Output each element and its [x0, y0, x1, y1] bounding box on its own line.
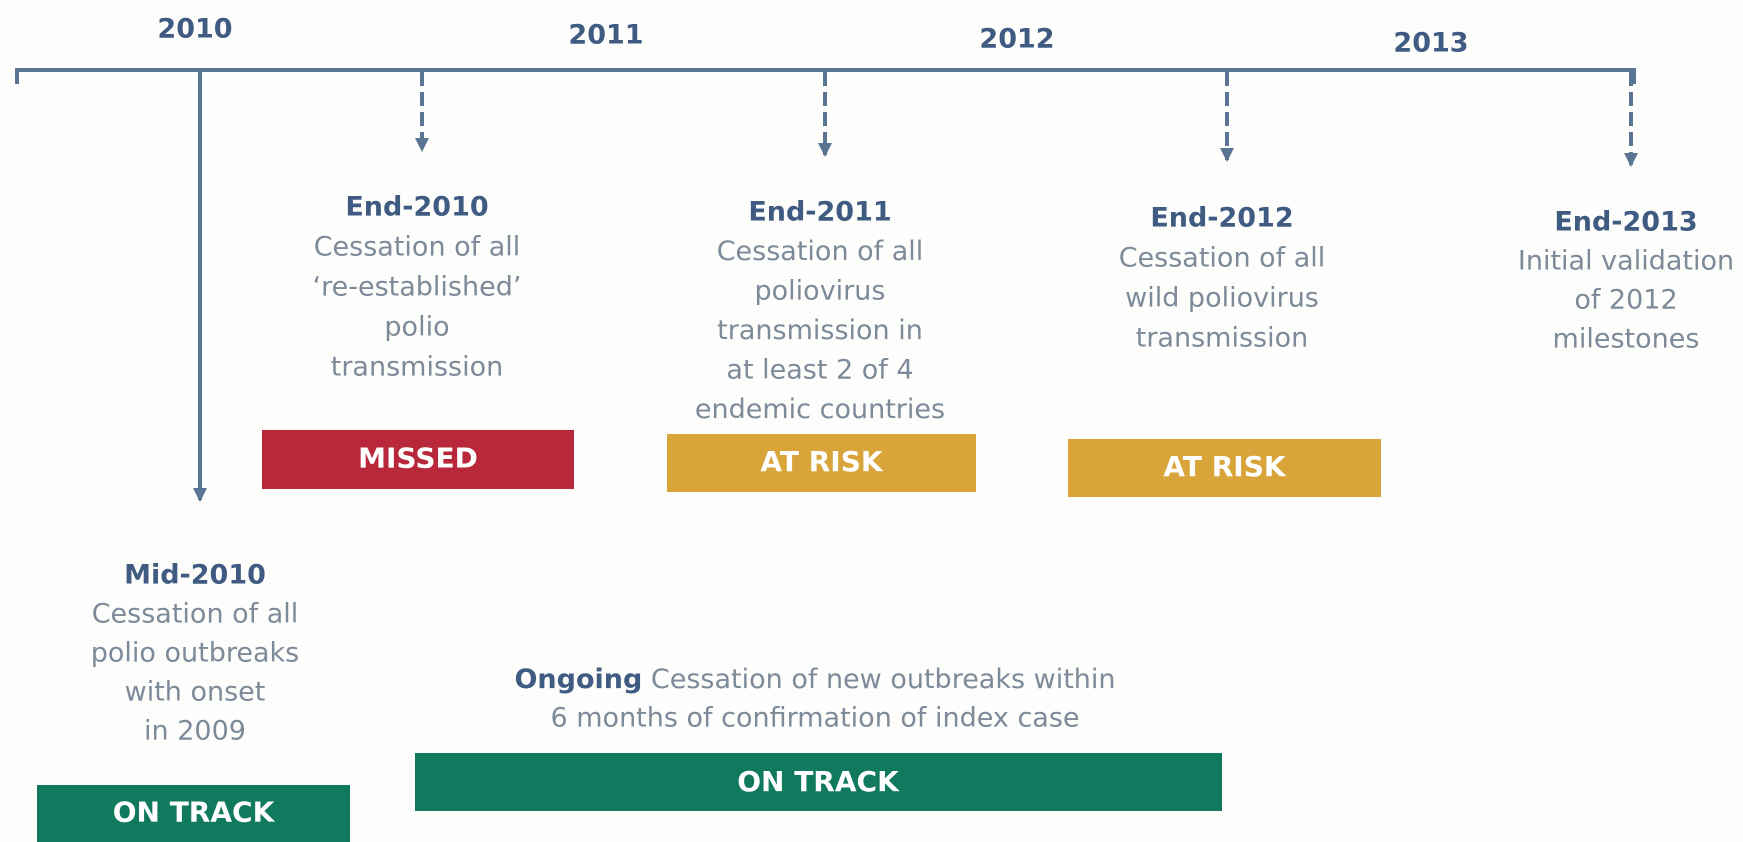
status-bar	[667, 434, 976, 492]
milestone-text: transmission	[331, 352, 503, 383]
milestone-title: End-2010	[345, 192, 488, 223]
ongoing-line: Ongoing Cessation of new outbreaks withi…	[514, 664, 1115, 695]
arrow-head	[1624, 153, 1638, 167]
ongoing-label: Ongoing	[514, 664, 642, 695]
arrow-head	[193, 488, 207, 502]
milestone-text: wild poliovirus	[1125, 283, 1319, 314]
year-label: 2010	[157, 14, 232, 45]
status-bar	[262, 430, 574, 489]
status-label: AT RISK	[760, 445, 883, 478]
status-bar	[37, 785, 350, 842]
milestone-title: End-2012	[1150, 203, 1293, 234]
arrow-head	[1220, 148, 1234, 162]
milestone-text: transmission	[1136, 323, 1308, 354]
milestone-text: polio outbreaks	[91, 638, 300, 669]
timeline-axis	[15, 68, 1636, 84]
milestone-text: Cessation of all	[314, 232, 521, 263]
status-bar	[1068, 439, 1381, 497]
year-label: 2013	[1393, 28, 1468, 59]
milestone-text: endemic countries	[695, 394, 945, 425]
milestone-text: polio	[384, 312, 449, 343]
milestone-text: with onset	[125, 677, 266, 708]
year-label: 2011	[568, 20, 643, 51]
ongoing-text: Cessation of new outbreaks within	[651, 664, 1116, 695]
status-label: MISSED	[358, 442, 478, 475]
status-label: AT RISK	[1163, 450, 1286, 483]
status-label: ON TRACK	[113, 796, 276, 829]
milestone-text: of 2012	[1574, 285, 1677, 316]
milestone-text: Cessation of all	[717, 236, 924, 267]
year-label: 2012	[979, 24, 1054, 55]
ongoing-text: 6 months of confirmation of index case	[550, 703, 1079, 734]
status-label: ON TRACK	[737, 765, 900, 798]
status-bar	[415, 753, 1222, 811]
milestone-title: Mid-2010	[124, 560, 266, 591]
milestone-text: in 2009	[144, 716, 246, 747]
milestone-text: Initial validation	[1518, 246, 1734, 277]
milestone-text: at least 2 of 4	[726, 355, 913, 386]
milestone-text: milestones	[1553, 324, 1700, 355]
milestone-text: Cessation of all	[92, 599, 299, 630]
arrow-head	[818, 143, 832, 157]
milestone-title: End-2011	[748, 197, 891, 228]
milestone-text: transmission in	[717, 315, 923, 346]
milestone-text: poliovirus	[755, 276, 886, 307]
milestone-text: ‘re-established’	[313, 272, 522, 303]
milestone-text: Cessation of all	[1119, 243, 1326, 274]
arrow-head	[415, 138, 429, 152]
milestone-title: End-2013	[1554, 207, 1697, 238]
